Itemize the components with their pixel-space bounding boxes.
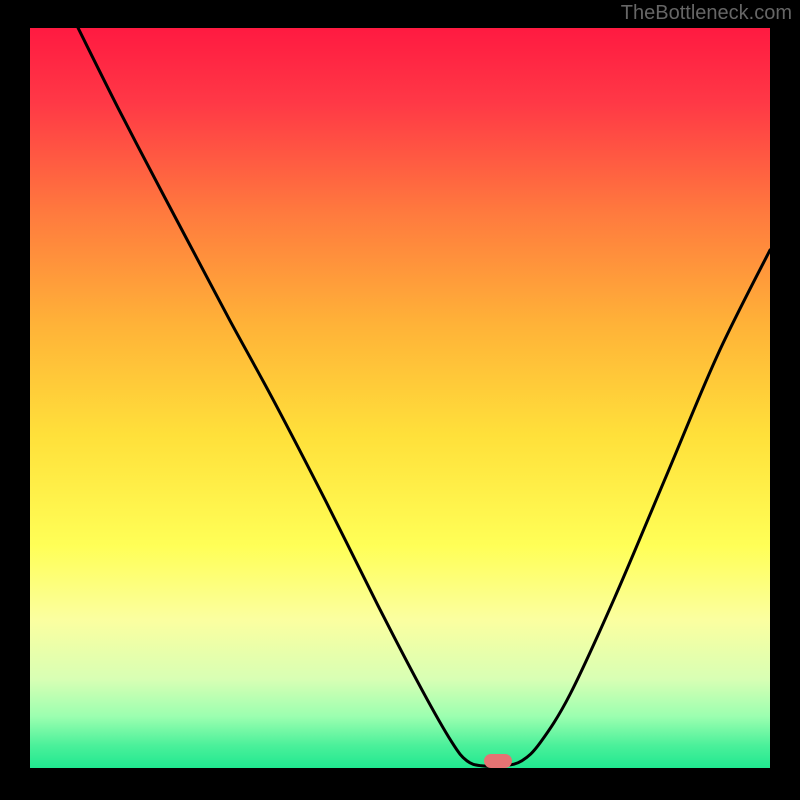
bottleneck-curve [30,28,770,768]
optimal-point-marker [484,754,512,768]
watermark-text: TheBottleneck.com [621,2,792,25]
plot-area [30,28,770,768]
